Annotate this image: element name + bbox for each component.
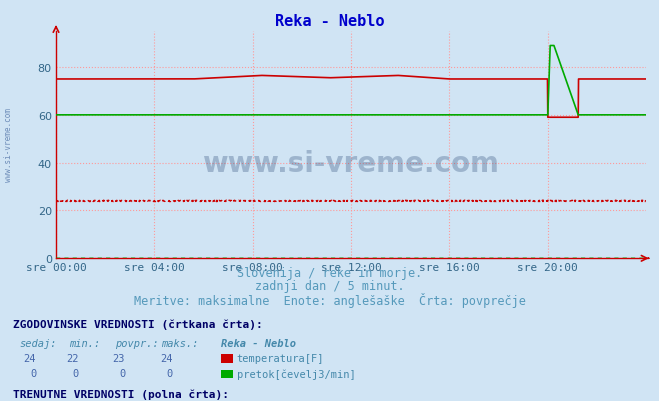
Text: zadnji dan / 5 minut.: zadnji dan / 5 minut. (254, 279, 405, 292)
Text: pretok[čevelj3/min]: pretok[čevelj3/min] (237, 369, 355, 379)
Text: 23: 23 (113, 353, 125, 363)
Text: sedaj:: sedaj: (20, 338, 57, 348)
Text: 24: 24 (24, 353, 36, 363)
Text: maks.:: maks.: (161, 338, 199, 348)
Text: TRENUTNE VREDNOSTI (polna črta):: TRENUTNE VREDNOSTI (polna črta): (13, 389, 229, 399)
Text: 0: 0 (119, 369, 125, 379)
Text: www.si-vreme.com: www.si-vreme.com (4, 107, 13, 181)
Text: 0: 0 (73, 369, 79, 379)
Text: 0: 0 (30, 369, 36, 379)
Text: min.:: min.: (69, 338, 100, 348)
Text: povpr.:: povpr.: (115, 338, 159, 348)
Text: Reka - Neblo: Reka - Neblo (275, 14, 384, 29)
Text: Reka - Neblo: Reka - Neblo (221, 338, 296, 348)
Text: 0: 0 (167, 369, 173, 379)
Text: ZGODOVINSKE VREDNOSTI (črtkana črta):: ZGODOVINSKE VREDNOSTI (črtkana črta): (13, 319, 263, 329)
Text: Meritve: maksimalne  Enote: anglešaške  Črta: povprečje: Meritve: maksimalne Enote: anglešaške Čr… (134, 292, 525, 307)
Text: Slovenija / reke in morje.: Slovenija / reke in morje. (237, 267, 422, 279)
Text: 24: 24 (160, 353, 173, 363)
Text: 22: 22 (67, 353, 79, 363)
Text: temperatura[F]: temperatura[F] (237, 353, 324, 363)
Text: www.si-vreme.com: www.si-vreme.com (202, 150, 500, 178)
